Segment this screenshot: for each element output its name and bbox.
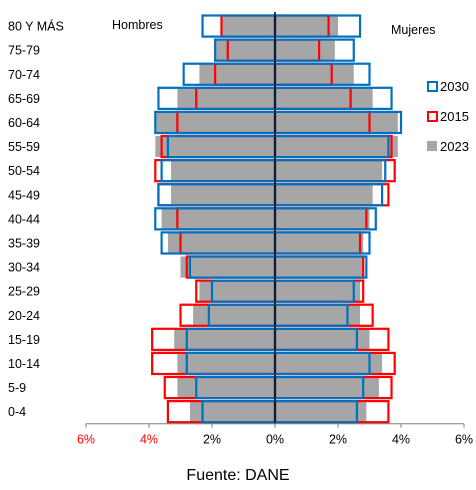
legend-label-2023: 2023	[440, 139, 469, 154]
x-tick-label: 2%	[329, 433, 347, 447]
age-label: 25-29	[8, 285, 40, 299]
age-label: 70-74	[8, 68, 40, 82]
age-labels-layer: 0-4 5-9 10-14 15-19 20-24 25-29 30-34 35-39 40-4…	[8, 19, 64, 420]
bar-2023-women-60-64	[275, 111, 398, 133]
age-label: 5-9	[8, 381, 26, 395]
age-label: 10-14	[8, 357, 40, 371]
bar-2023-men-5-9	[177, 377, 275, 399]
source-note: Fuente: DANE	[186, 467, 290, 484]
bar-2023-men-50-54	[171, 160, 275, 182]
legend-swatch-2030	[427, 81, 438, 92]
bar-2023-men-0-4	[189, 401, 275, 423]
bar-2023-men-40-44	[161, 208, 275, 230]
side-label-men: Hombres	[112, 18, 163, 32]
legend-label-2030: 2030	[440, 79, 469, 94]
bar-2023-women-35-39	[275, 232, 364, 254]
bar-2023-women-5-9	[275, 377, 379, 399]
bar-2023-men-10-14	[177, 352, 275, 374]
bar-2023-men-60-64	[155, 111, 275, 133]
age-label: 35-39	[8, 236, 40, 250]
axes-layer	[85, 12, 465, 428]
bar-2023-women-50-54	[275, 160, 383, 182]
x-tick-label: 6%	[455, 433, 473, 447]
bar-2023-women-15-19	[275, 328, 370, 350]
age-label: 45-49	[8, 188, 40, 202]
x-tick-label: 4%	[140, 433, 158, 447]
bar-2023-men-35-39	[167, 232, 275, 254]
bar-2023-women-80 Y MÁS	[275, 15, 338, 37]
bar-2023-women-45-49	[275, 184, 373, 206]
bar-2023-women-25-29	[275, 280, 361, 302]
bar-2023-women-20-24	[275, 304, 361, 326]
age-label: 75-79	[8, 44, 40, 58]
age-label: 50-54	[8, 164, 40, 178]
age-label: 30-34	[8, 261, 40, 275]
bar-2023-men-25-29	[199, 280, 275, 302]
age-label: 65-69	[8, 92, 40, 106]
bar-2023-men-80 Y MÁS	[221, 15, 275, 37]
bar-2023-men-15-19	[174, 328, 275, 350]
bar-2023-men-65-69	[177, 87, 275, 109]
age-label: 55-59	[8, 140, 40, 154]
bar-2023-women-10-14	[275, 352, 383, 374]
bar-2023-men-70-74	[199, 63, 275, 85]
age-label: 0-4	[8, 405, 26, 419]
bar-2023-women-70-74	[275, 63, 354, 85]
age-label: 80 Y MÁS	[8, 19, 64, 34]
filled-bars-layer	[155, 15, 398, 423]
age-label: 15-19	[8, 333, 40, 347]
bar-2023-women-30-34	[275, 256, 364, 278]
age-label: 20-24	[8, 309, 40, 323]
bar-2023-women-0-4	[275, 401, 367, 423]
x-tick-label: 2%	[203, 433, 221, 447]
legend-swatch-2015	[427, 111, 438, 122]
x-tick-label: 0%	[266, 433, 284, 447]
side-label-women: Mujeres	[391, 23, 435, 37]
x-tick-labels-layer: 6% 4% 2% 0% 2% 4% 6%	[77, 433, 473, 447]
bar-2023-men-30-34	[180, 256, 275, 278]
bar-2023-men-55-59	[155, 136, 275, 158]
age-label: 60-64	[8, 116, 40, 130]
age-label: 40-44	[8, 212, 40, 226]
bar-2023-women-55-59	[275, 136, 398, 158]
bar-2023-women-75-79	[275, 39, 335, 61]
population-pyramid-chart: 0-4 5-9 10-14 15-19 20-24 25-29 30-34 35-39 40-4…	[8, 12, 473, 447]
legend: 2030 2015 2023	[427, 79, 469, 154]
legend-swatch-2023	[427, 141, 437, 151]
x-tick-label: 6%	[77, 433, 95, 447]
x-tick-label: 4%	[392, 433, 410, 447]
bar-2023-men-20-24	[193, 304, 275, 326]
bar-2023-men-75-79	[215, 39, 275, 61]
bar-2023-women-65-69	[275, 87, 373, 109]
bar-2023-men-45-49	[171, 184, 275, 206]
bar-2023-women-40-44	[275, 208, 370, 230]
legend-label-2015: 2015	[440, 109, 469, 124]
